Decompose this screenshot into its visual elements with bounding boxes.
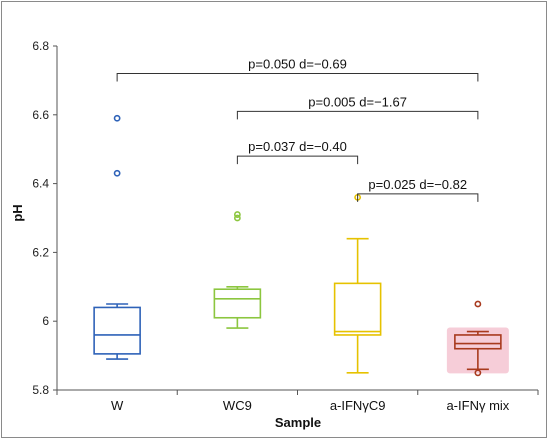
comparison-bracket: [357, 193, 479, 202]
y-tick-label: 6.8: [32, 39, 49, 53]
outlier-point: [113, 169, 121, 177]
comparison-bracket: [236, 155, 359, 165]
y-axis-label: pH: [10, 204, 25, 221]
x-category-label: a-IFNγC9: [330, 398, 386, 413]
outlier-point: [474, 369, 482, 377]
comparison-2: p=0.037 d=−0.40: [236, 139, 359, 165]
y-tick-label: 5.8: [32, 383, 49, 397]
y-tick-label: 6: [42, 314, 49, 328]
x-category-label: W: [111, 398, 124, 413]
y-tick-label: 6.6: [32, 108, 49, 122]
comparison-1: p=0.005 d=−1.67: [236, 94, 479, 120]
x-axis-label: Sample: [275, 415, 321, 430]
box-iqr: [454, 334, 502, 350]
box-iqr: [333, 282, 382, 336]
x-category-label: a-IFNγ mix: [446, 398, 509, 413]
outlier-point: [474, 300, 482, 308]
boxes-layer: [93, 114, 509, 377]
box-0: [93, 114, 141, 360]
box-iqr: [93, 306, 141, 355]
comparison-label: p=0.050 d=−0.69: [248, 57, 347, 72]
comparison-label: p=0.005 d=−1.67: [308, 94, 407, 109]
comparisons-layer: p=0.050 d=−0.69 p=0.005 d=−1.67 p=0.037 d=…: [116, 57, 479, 202]
outlier-point: [233, 211, 241, 218]
comparison-3: p=0.025 d=−0.82: [357, 177, 479, 202]
comparison-bracket: [236, 110, 479, 120]
x-axis: W WC9 a-IFNγC9 a-IFNγ mix: [56, 389, 539, 413]
y-axis: 5.8 6 6.2 6.4 6.6 6.8: [32, 39, 58, 397]
box-iqr: [213, 288, 262, 319]
box-2: [333, 193, 382, 374]
outlier-point: [233, 214, 241, 222]
comparison-bracket: [116, 73, 479, 82]
outlier-point: [113, 114, 121, 122]
box-3: [446, 300, 509, 377]
x-category-label: WC9: [223, 398, 252, 413]
comparison-0: p=0.050 d=−0.69: [116, 57, 479, 82]
box-1: [213, 211, 262, 329]
y-tick-label: 6.4: [32, 177, 49, 191]
comparison-label: p=0.025 d=−0.82: [368, 177, 467, 192]
y-tick-label: 6.2: [32, 245, 49, 259]
comparison-label: p=0.037 d=−0.40: [248, 139, 347, 154]
